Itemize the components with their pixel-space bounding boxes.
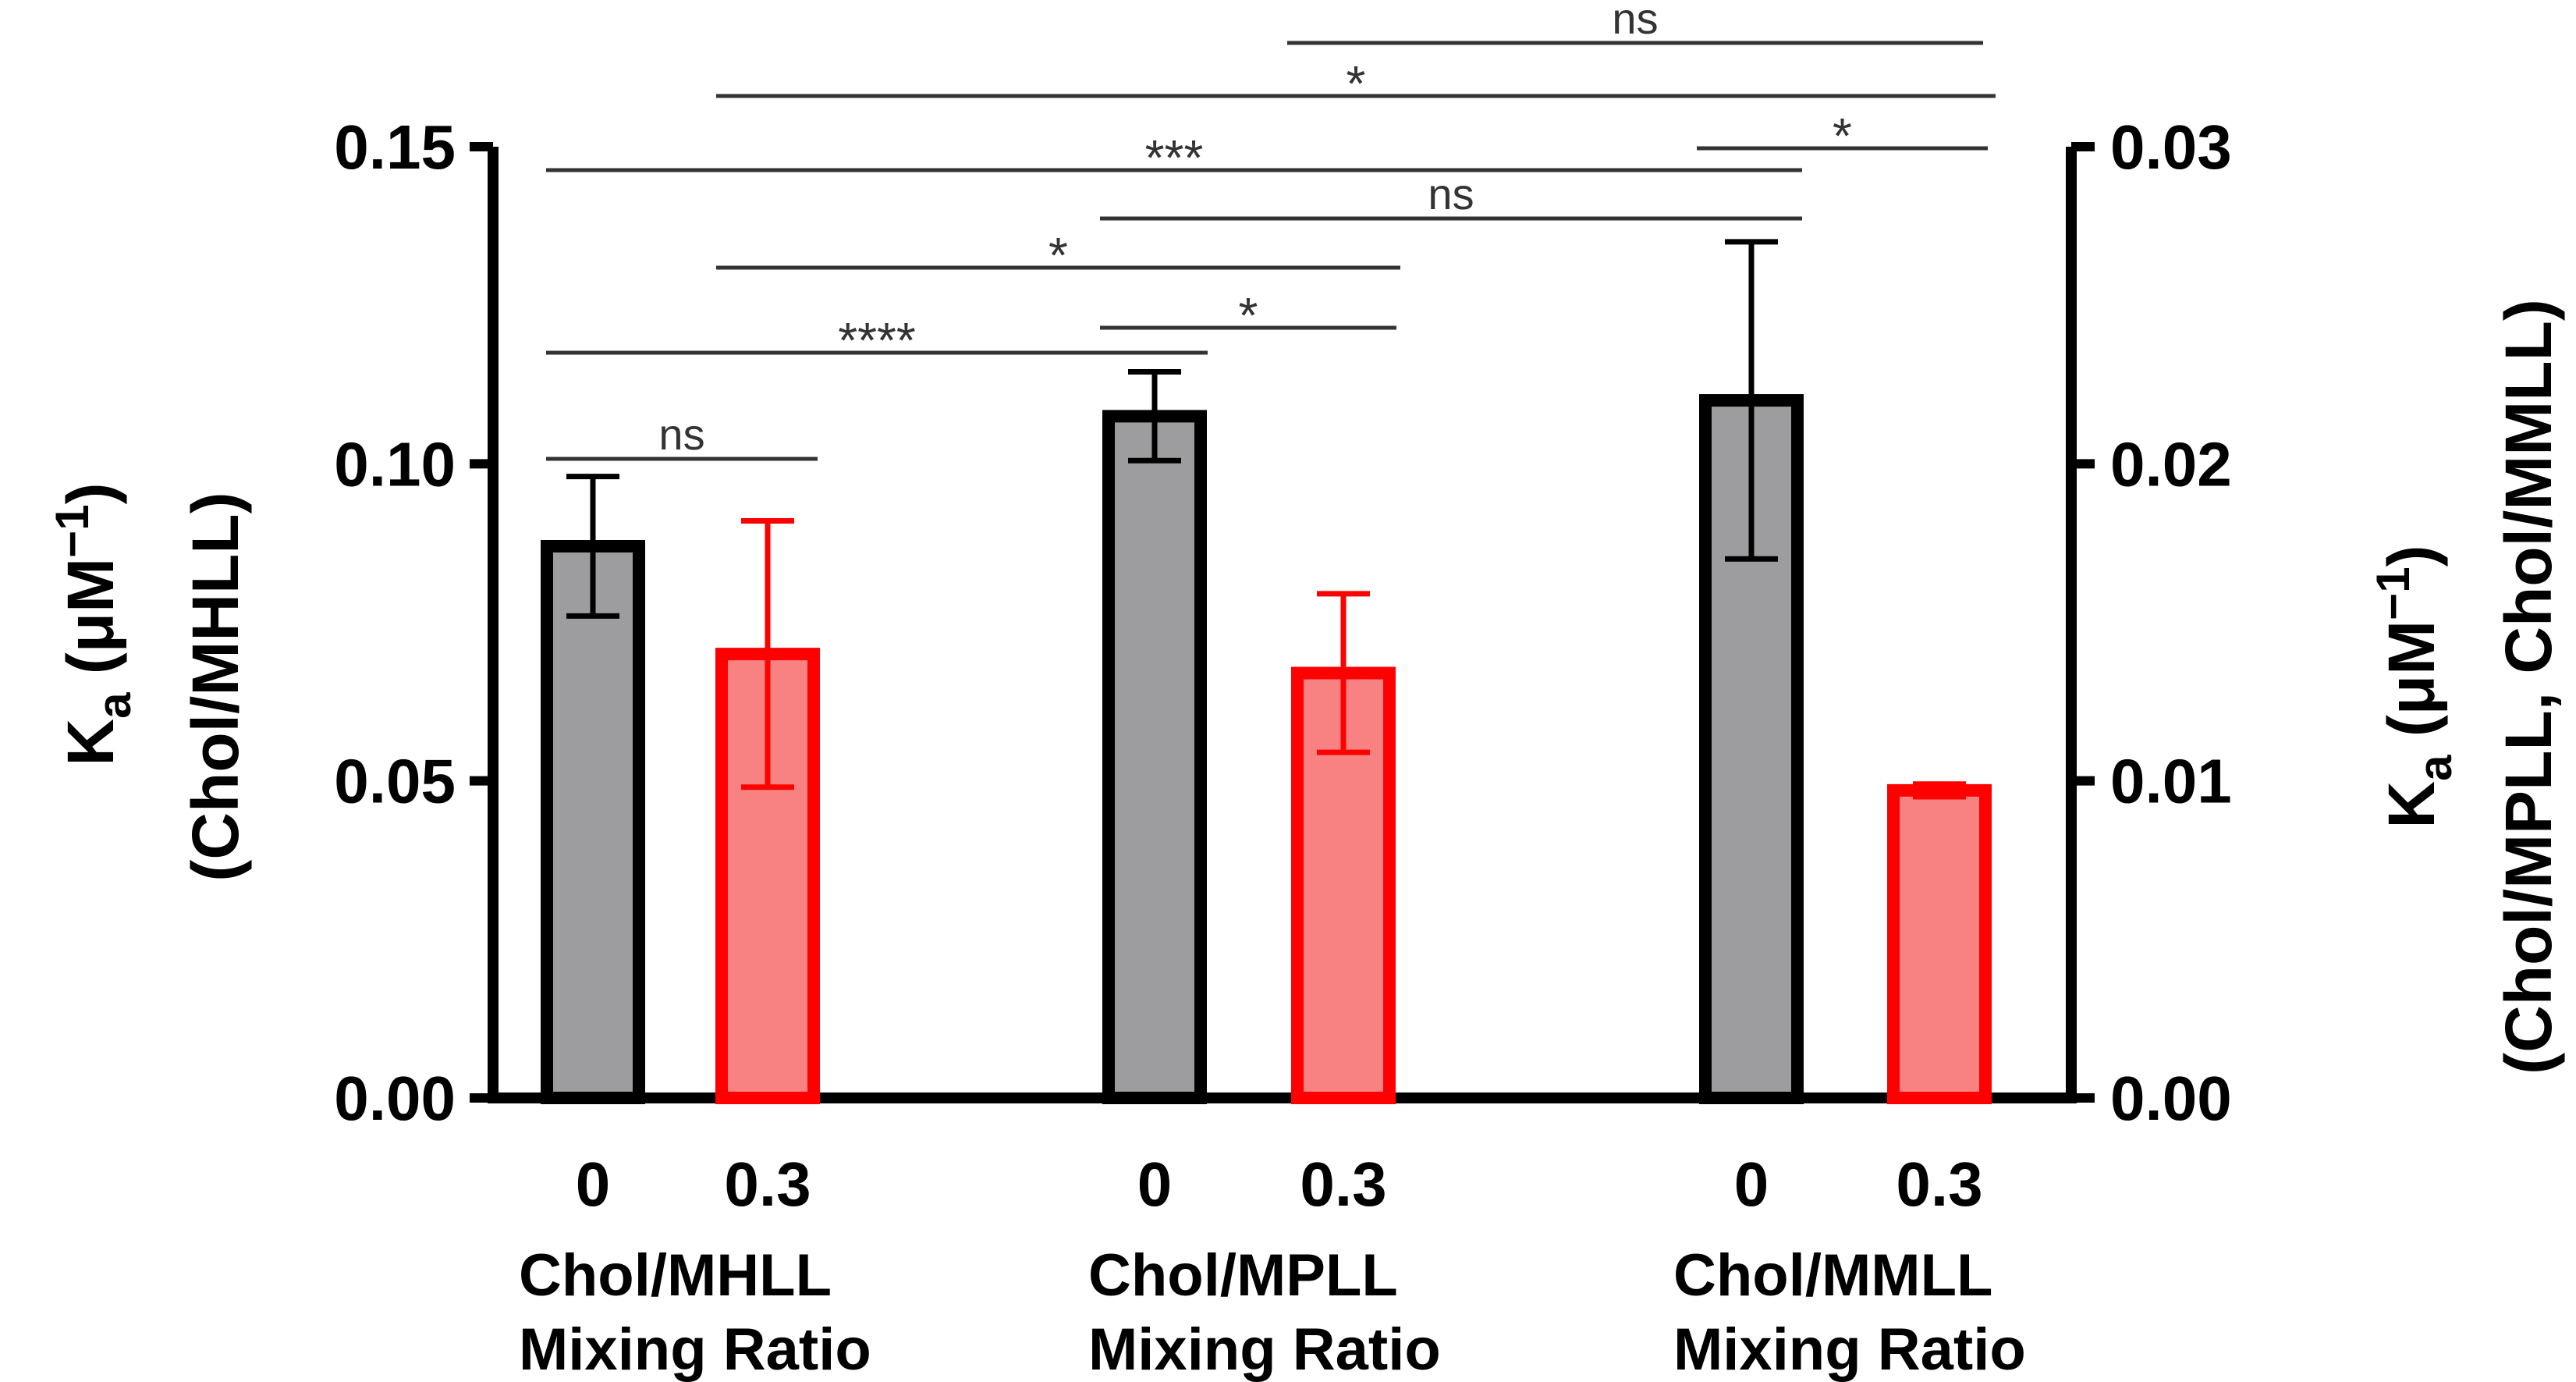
category-label: 0 bbox=[1137, 1149, 1173, 1219]
category-label: 0 bbox=[576, 1149, 611, 1219]
right-title-exp: −1 bbox=[2367, 567, 2419, 620]
group-label-line1: Chol/MPLL bbox=[1088, 1242, 1398, 1309]
right-tick-label: 0.02 bbox=[2110, 429, 2232, 499]
bar-0-0 bbox=[541, 539, 645, 1104]
right-title-close: ) bbox=[2375, 545, 2448, 567]
right-tick-label: 0.01 bbox=[2110, 747, 2232, 816]
right-title-line2: (Chol/MPLL, Chol/MMLL) bbox=[2492, 299, 2565, 1075]
svg-text:Ka (μM−1): Ka (μM−1) bbox=[2367, 545, 2461, 828]
left-title-close: ) bbox=[54, 482, 127, 504]
left-title-sub: a bbox=[88, 692, 140, 719]
left-axis-title-line2: (Chol/MHLL) bbox=[179, 492, 252, 881]
left-axis-title: Ka (μM−1) bbox=[46, 482, 140, 766]
significance-label: * bbox=[1833, 108, 1852, 164]
right-axis-ticks: 0.00 0.01 0.02 0.03 bbox=[2071, 112, 2232, 1133]
left-axis-ticks: 0.00 0.05 0.10 0.15 bbox=[334, 112, 493, 1133]
category-label: 0 bbox=[1734, 1149, 1769, 1219]
category-labels: 0 0.3 0 0.3 0 0.3 bbox=[576, 1149, 1983, 1219]
left-tick-label: 0.10 bbox=[334, 429, 456, 499]
significance-label: ns bbox=[658, 410, 704, 459]
left-title-line2: (Chol/MHLL) bbox=[179, 492, 252, 881]
group-label-line2: Mixing Ratio bbox=[1673, 1316, 2026, 1382]
left-title-exp: −1 bbox=[46, 504, 98, 557]
right-title-sub: a bbox=[2409, 755, 2461, 781]
group-label-line1: Chol/MMLL bbox=[1673, 1242, 1992, 1309]
left-tick-label: 0.05 bbox=[334, 747, 456, 816]
left-tick-label: 0.00 bbox=[334, 1064, 456, 1133]
error-bars bbox=[566, 239, 1966, 800]
bar-1-0 bbox=[1102, 410, 1207, 1104]
left-title-units: (μM bbox=[54, 558, 127, 693]
category-label: 0.3 bbox=[1896, 1149, 1982, 1219]
bars bbox=[541, 394, 1992, 1105]
significance-label: * bbox=[1239, 287, 1258, 343]
right-axis-title: Ka (μM−1) bbox=[2367, 545, 2461, 828]
left-title-main: K bbox=[54, 719, 127, 766]
category-label: 0.3 bbox=[1300, 1149, 1386, 1219]
right-tick-label: 0.00 bbox=[2110, 1064, 2232, 1133]
significance-label: **** bbox=[838, 312, 916, 368]
right-tick-label: 0.03 bbox=[2110, 112, 2232, 182]
bar-2-0.3 bbox=[1887, 783, 1992, 1105]
group-label-line1: Chol/MHLL bbox=[519, 1242, 832, 1309]
significance-label: ns bbox=[1612, 0, 1658, 43]
right-title-units: (μM bbox=[2375, 620, 2448, 755]
significance-label: *** bbox=[1145, 130, 1204, 186]
right-title-main: K bbox=[2375, 781, 2448, 829]
group-label-line2: Mixing Ratio bbox=[519, 1316, 871, 1382]
group-labels: Chol/MHLL Mixing Ratio Chol/MPLL Mixing Rat… bbox=[519, 1242, 2026, 1382]
group-label-line2: Mixing Ratio bbox=[1088, 1316, 1441, 1382]
svg-text:Ka (μM−1): Ka (μM−1) bbox=[46, 482, 140, 766]
category-label: 0.3 bbox=[724, 1149, 811, 1219]
significance-label: * bbox=[1347, 55, 1366, 112]
significance-brackets: ns**** **ns*** **ns bbox=[546, 0, 1996, 461]
left-tick-label: 0.15 bbox=[334, 112, 456, 182]
significance-label: ns bbox=[1428, 169, 1474, 218]
significance-label: * bbox=[1048, 227, 1068, 283]
right-axis-title-line2: (Chol/MPLL, Chol/MMLL) bbox=[2492, 299, 2565, 1075]
